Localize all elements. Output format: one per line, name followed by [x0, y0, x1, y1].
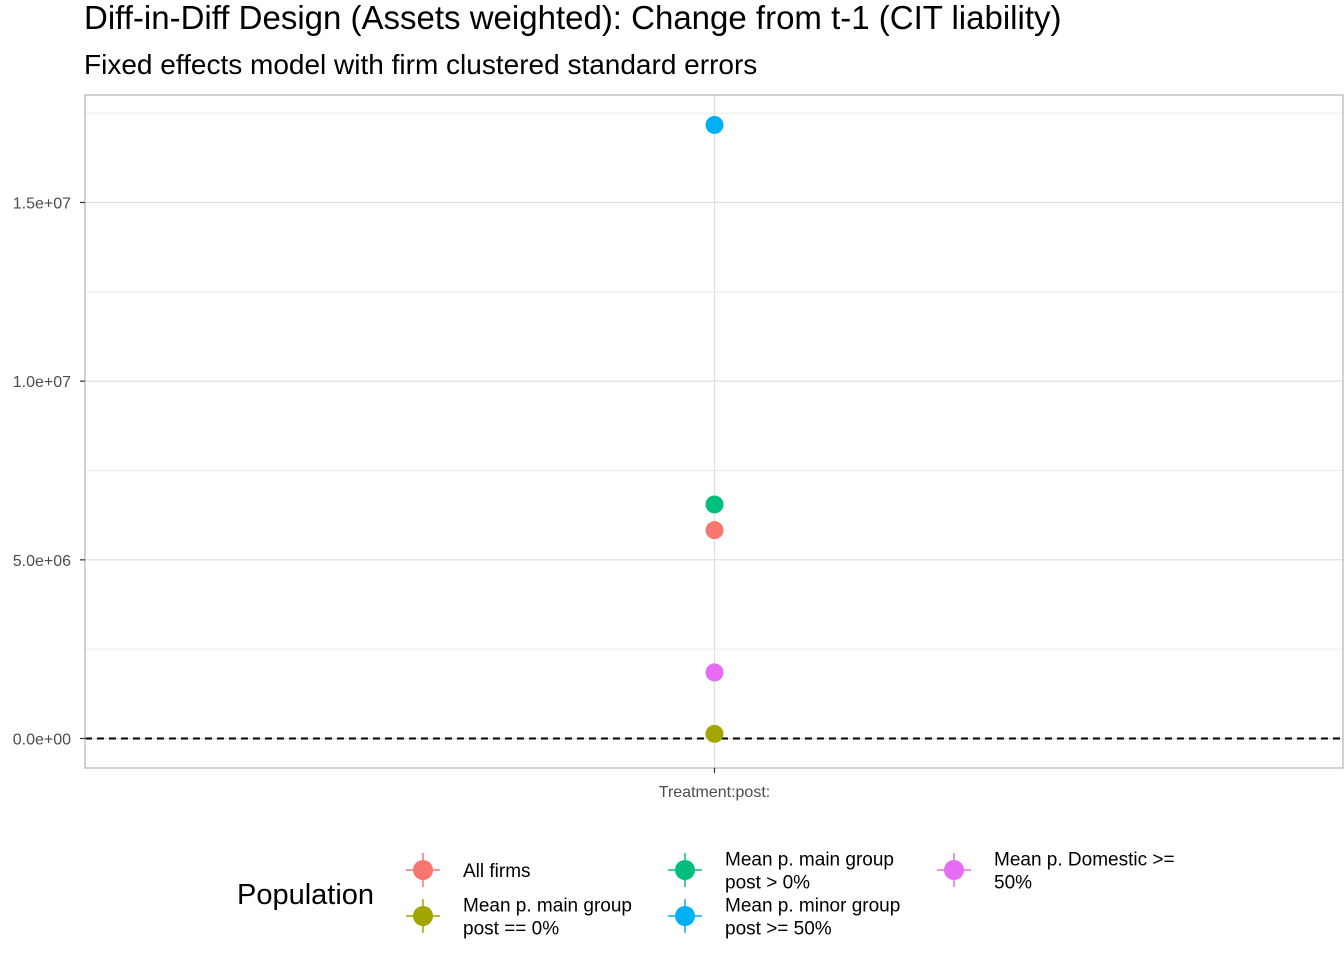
point-4-0 — [705, 663, 724, 682]
legend: Population All firms Mean p. main group po… — [237, 850, 1175, 940]
legend-item-4: Mean p. Domestic >= 50% — [937, 850, 1175, 894]
point-0-0 — [705, 521, 724, 540]
legend-key-point-1 — [413, 906, 433, 926]
legend-label-0: All firms — [463, 861, 531, 882]
legend-key-point-0 — [413, 860, 433, 880]
point-1-0 — [705, 724, 724, 743]
legend-label-2: Mean p. main group post > 0% — [725, 850, 894, 894]
plot-panel — [84, 94, 1344, 769]
legend-item-1: Mean p. main group post == 0% — [406, 896, 632, 940]
y-tick-label-3: 1.5e+07 — [13, 196, 71, 213]
data-points — [705, 115, 724, 743]
legend-item-3: Mean p. minor group post >= 50% — [668, 896, 900, 940]
legend-key-point-2 — [675, 860, 695, 880]
legend-item-2: Mean p. main group post > 0% — [668, 850, 894, 894]
chart-title: Diff-in-Diff Design (Assets weighted): C… — [84, 0, 1062, 36]
legend-title: Population — [237, 879, 374, 911]
y-tick-label-2: 1.0e+07 — [13, 374, 71, 391]
legend-key-point-3 — [675, 906, 695, 926]
legend-label-1: Mean p. main group post == 0% — [463, 896, 632, 940]
point-3-0 — [705, 115, 724, 134]
legend-label-4: Mean p. Domestic >= 50% — [994, 850, 1175, 894]
legend-key-point-4 — [944, 860, 964, 880]
legend-label-3: Mean p. minor group post >= 50% — [725, 896, 900, 940]
point-2-0 — [705, 495, 724, 514]
x-tick-label-0: Treatment:post: — [659, 784, 770, 801]
y-axis: 0.0e+00 5.0e+06 1.0e+07 1.5e+07 — [13, 196, 85, 749]
chart-subtitle: Fixed effects model with firm clustered … — [84, 49, 757, 80]
y-tick-label-0: 0.0e+00 — [13, 732, 71, 749]
legend-item-0: All firms — [406, 853, 531, 887]
grid-lines — [85, 95, 1343, 768]
x-axis: Treatment:post: — [659, 768, 770, 801]
y-tick-label-1: 5.0e+06 — [13, 553, 71, 570]
